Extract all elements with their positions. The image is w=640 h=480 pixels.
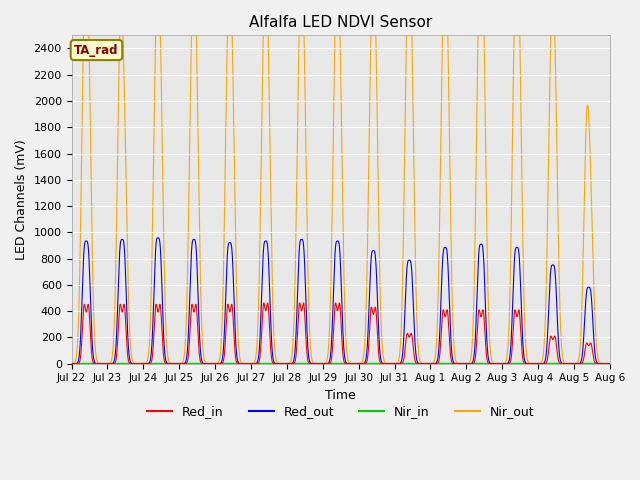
Title: Alfalfa LED NDVI Sensor: Alfalfa LED NDVI Sensor [249, 15, 433, 30]
X-axis label: Time: Time [325, 389, 356, 402]
Text: TA_rad: TA_rad [74, 44, 118, 57]
Y-axis label: LED Channels (mV): LED Channels (mV) [15, 139, 28, 260]
Legend: Red_in, Red_out, Nir_in, Nir_out: Red_in, Red_out, Nir_in, Nir_out [142, 400, 540, 423]
